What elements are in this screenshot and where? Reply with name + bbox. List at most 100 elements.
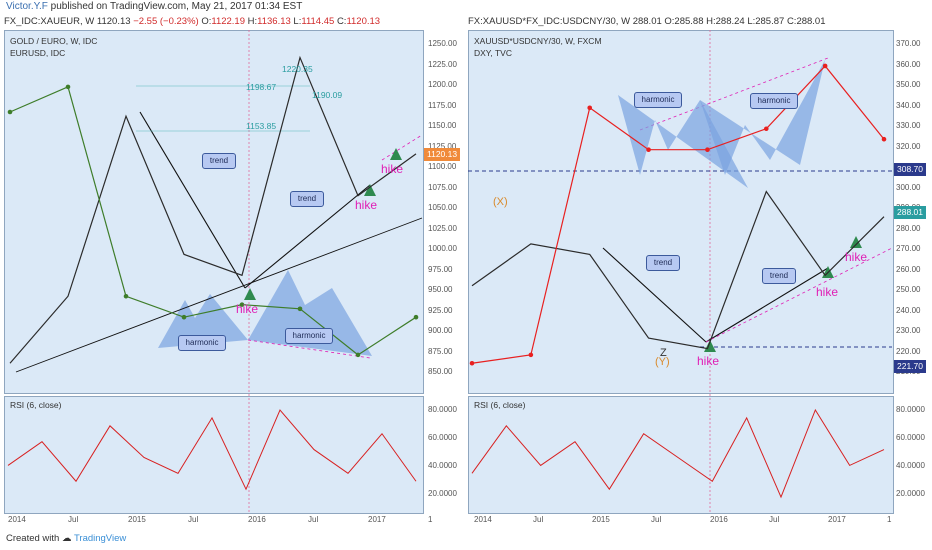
dxy-series-point-0 [469,360,475,366]
left-y-tick-4: 1150.00 [428,121,457,130]
tradingview-logo-icon: ☁ [61,533,72,544]
right-y-tick-4: 330.00 [896,121,921,130]
left-price: 1120.13 [96,16,131,27]
wave-z-label: Z [660,347,667,359]
left-trend-box-1: trend [202,153,236,169]
right-x-tick-0: 2014 [474,515,492,524]
author-link[interactable]: Victor.Y.F [6,1,48,12]
left-x-tick-1: Jul [68,515,79,524]
right-main-pane[interactable] [468,30,894,394]
eurusd-series [9,86,417,356]
right-uptrend [705,267,829,343]
left-x-tick-4: 2016 [248,515,266,524]
right-x-tick-1: Jul [533,515,544,524]
dxy-series-point-1 [528,352,534,358]
right-hike-arrow-3 [850,236,862,248]
right-y-tick-7: 300.00 [896,182,921,192]
right-y-tick-2: 350.00 [896,80,921,89]
footer-prefix: Created with [6,533,60,544]
left-y-tick-7: 1075.00 [428,182,457,192]
left-o: 1122.19 [211,16,245,27]
right-hike-label-3: hike [845,250,868,264]
eurusd-series-point-7 [413,314,419,320]
left-downtrend [139,111,246,289]
right-y-tick-11: 260.00 [896,264,921,274]
left-rsi-series [7,409,417,491]
level-label-1220: 1220.35 [282,64,313,74]
right-y-tick-1: 360.00 [896,59,921,69]
right-hike-label-1: hike [697,354,720,368]
right-rsi-tick-2: 40.0000 [896,461,925,470]
left-x-tick-3: Jul [188,515,199,524]
left-title: GOLD / EURO, W, IDC [10,36,98,46]
left-y-tick-5: 1125.00 [428,141,457,151]
right-y-tick-3: 340.00 [896,100,921,110]
left-x-tick-6: 2017 [368,515,386,524]
left-x-tick-5: Jul [308,515,319,524]
right-harmonic-box-1: harmonic [634,92,682,108]
right-rsi-label: RSI (6, close) [474,400,526,410]
left-y-tick-15: 875.00 [428,346,453,356]
right-trend-box-1: trend [646,255,680,271]
left-rsi-label: RSI (6, close) [10,400,62,410]
right-dxy-badge: 308.70 [894,163,926,176]
eurusd-series-point-4 [239,302,245,307]
right-ohlc: 288.01 O:285.88 H:288.24 L:285.87 C:288.… [632,16,826,27]
right-symbol-header: FX:XAUUSD*FX_IDC:USDCNY/30, W 288.01 O:2… [468,15,826,28]
right-rsi-tick-0: 80.0000 [896,405,925,414]
left-hike-arrow-1 [244,288,256,300]
level-label-1198: 1198.67 [246,82,277,92]
right-x-tick-3: Jul [651,515,662,524]
left-y-tick-8: 1050.00 [428,203,457,212]
left-harmonic-box-2: harmonic [285,328,333,344]
right-y-tick-9: 280.00 [896,223,921,233]
eurusd-series-point-6 [355,352,361,358]
left-y-tick-3: 1175.00 [428,100,457,110]
left-rsi-tick-0: 80.0000 [428,405,457,414]
left-y-tick-13: 925.00 [428,305,453,315]
right-title: XAUUSD*USDCNY/30, W, FXCM [474,36,602,46]
chart-series-layer [7,55,887,499]
right-rsi-tick-3: 20.0000 [896,489,925,498]
footer: Created with ☁ TradingView [6,533,126,544]
right-symbol: FX:XAUUSD*FX_IDC:USDCNY/30, W [468,16,631,27]
right-y-tick-0: 370.00 [896,39,921,48]
left-hike-arrow-3 [390,148,402,160]
eurusd-series-point-3 [181,314,187,320]
footer-brand[interactable]: TradingView [73,533,127,544]
dxy-series-point-5 [763,126,769,132]
right-x-tick-7: 1 [887,515,892,524]
right-y-tick-5: 320.00 [896,141,921,151]
eurusd-series-point-1 [65,84,71,90]
left-harmonic-1 [158,294,248,348]
eurusd-series-point-2 [123,293,129,299]
right-x-tick-4: 2016 [710,515,728,524]
left-longtrend [15,217,423,373]
left-y-tick-11: 975.00 [428,264,453,274]
wave-x-label: (X) [493,196,508,208]
left-rsi-pane[interactable] [4,396,424,514]
right-rsi-pane[interactable] [468,396,894,514]
right-x-tick-2: 2015 [592,515,610,524]
left-y-tick-6: 1100.00 [428,162,457,171]
left-y-tick-10: 1000.00 [428,244,457,253]
right-harmonic-box-2: harmonic [750,93,798,109]
left-hike-label-3: hike [381,162,404,176]
eurusd-series-point-5 [297,306,303,312]
left-y-tick-14: 900.00 [428,326,453,335]
left-hike-arrow-2 [364,184,376,196]
left-x-tick-2: 2015 [128,515,146,524]
right-low-badge: 221.70 [894,360,926,373]
eurusd-series-point-0 [7,109,13,115]
left-y-tick-12: 950.00 [428,285,453,294]
left-l-label: L: [293,16,302,27]
dxy-series-point-7 [881,136,887,142]
left-h-label: H: [247,16,258,27]
dxy-series [471,65,885,364]
dxy-series-point-2 [587,105,593,111]
right-hike-label-2: hike [816,285,839,299]
publish-text: published on TradingView.com, May 21, 20… [50,1,303,12]
left-c: 1120.13 [346,16,381,27]
right-harmonic-1 [618,95,748,188]
right-x-tick-5: Jul [769,515,780,524]
